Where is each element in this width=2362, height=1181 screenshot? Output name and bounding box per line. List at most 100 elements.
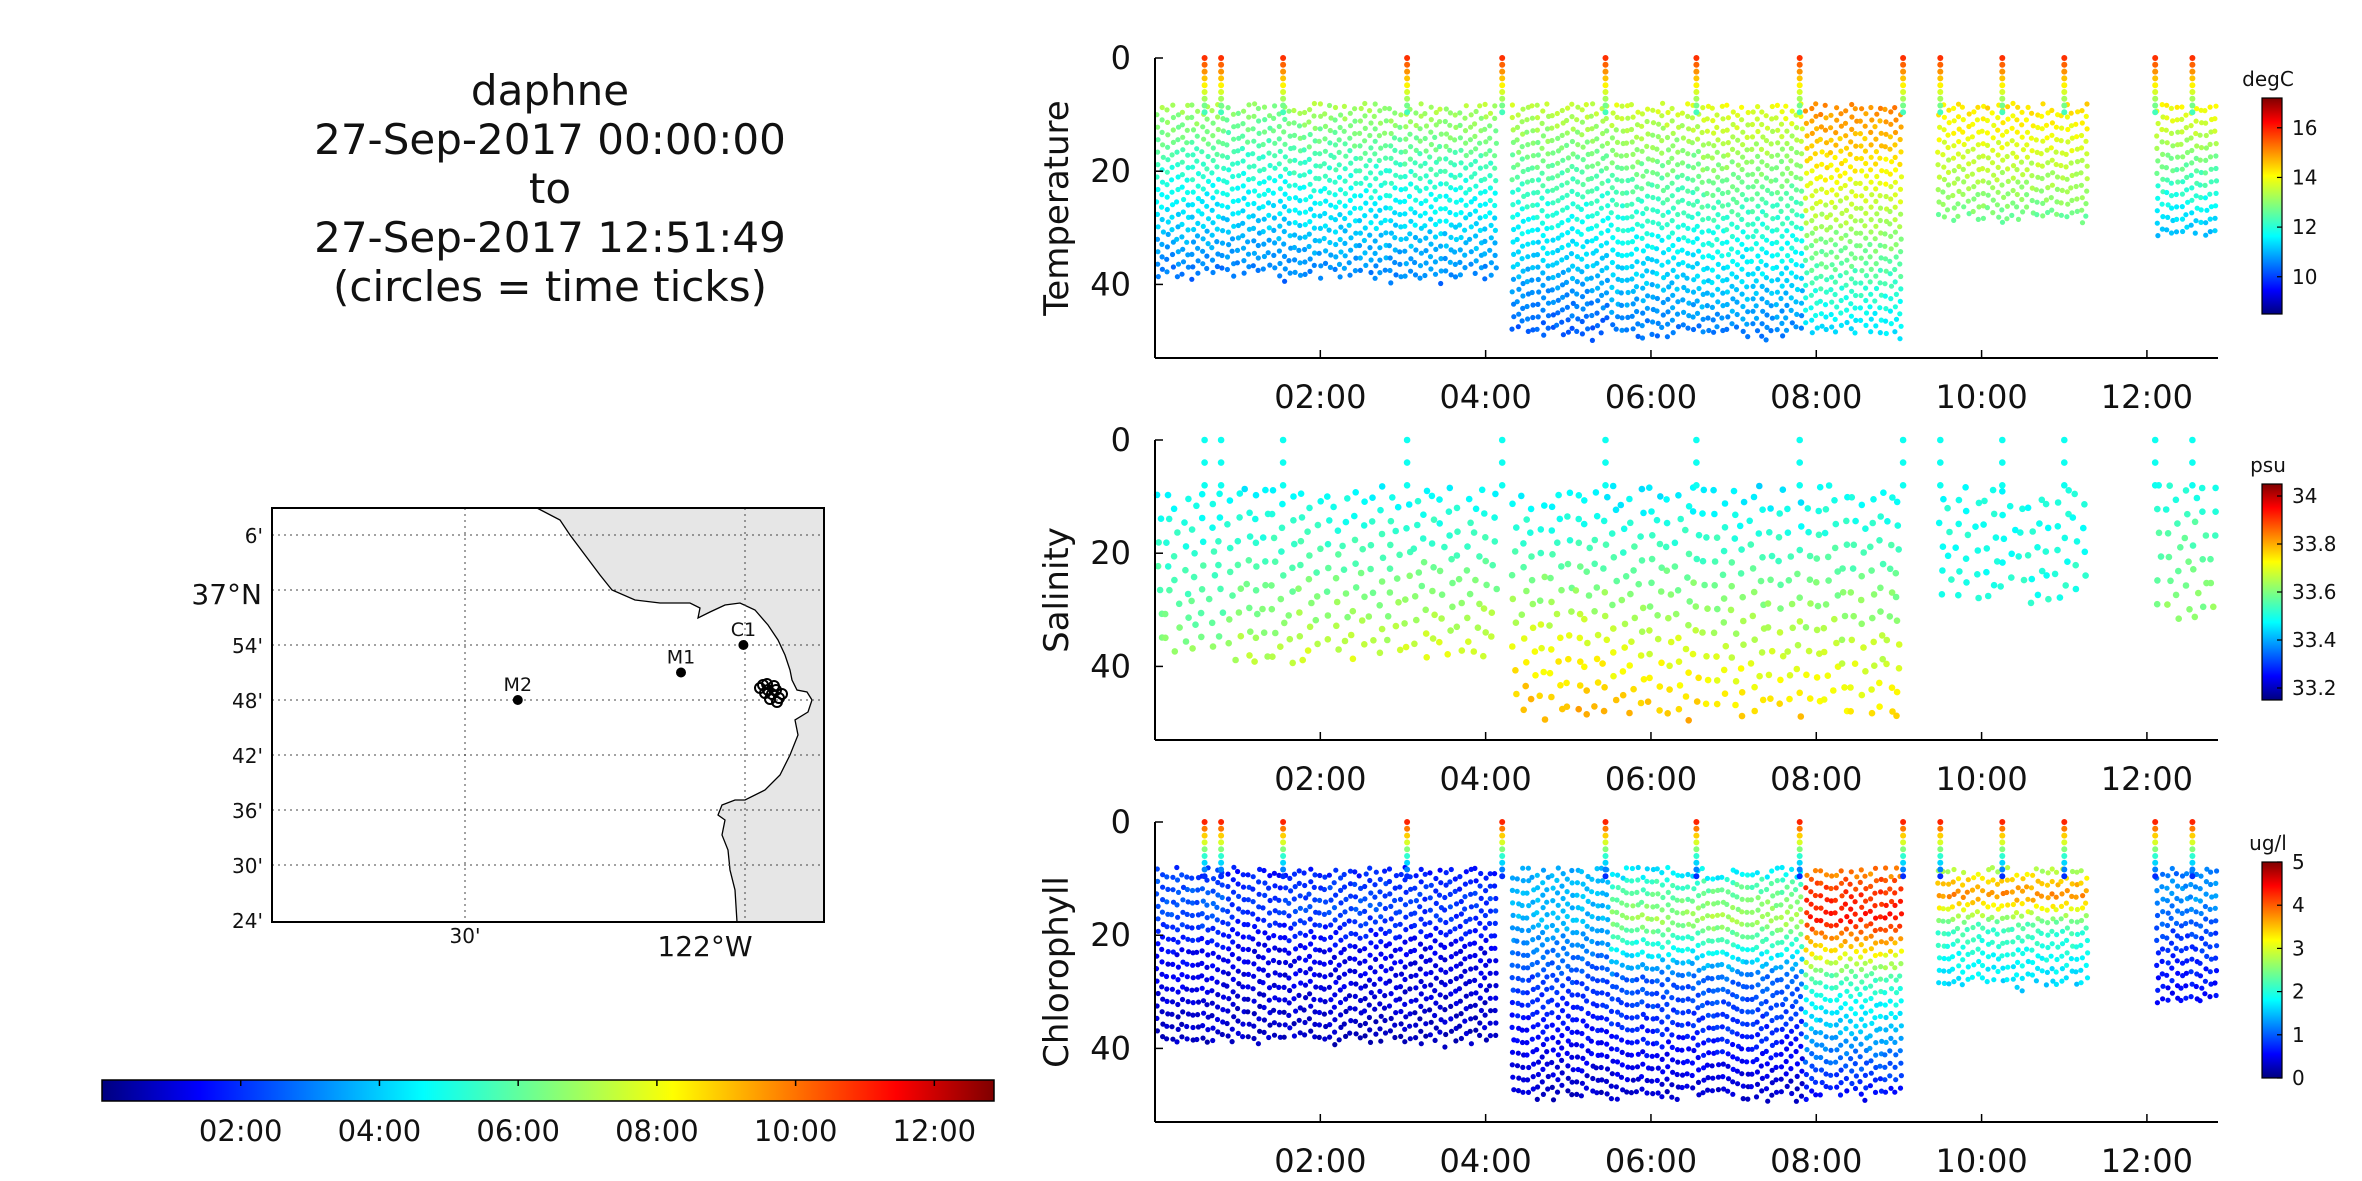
profile-point: [1815, 531, 1823, 539]
profile-point: [1798, 250, 1805, 256]
profile-point: [1442, 982, 1448, 988]
profile-point: [1809, 255, 1815, 261]
profile-point: [1706, 178, 1712, 184]
profile-point: [1601, 612, 1609, 620]
profile-point: [2193, 155, 2199, 161]
profile-point: [1342, 203, 1348, 209]
profile-point: [1417, 263, 1424, 269]
profile-point: [1312, 150, 1318, 156]
profile-point: [1220, 907, 1226, 913]
profile-point: [1174, 274, 1180, 280]
profile-point: [1312, 250, 1318, 256]
profile-point: [1893, 316, 1900, 322]
profile-point: [1898, 273, 1904, 280]
profile-point: [1669, 193, 1675, 199]
profile-point: [1769, 166, 1775, 172]
profile-point: [1759, 554, 1766, 561]
profile-point: [1453, 236, 1459, 243]
profile-point: [1467, 1003, 1474, 1010]
profile-point: [1195, 183, 1201, 189]
profile-point: [1477, 103, 1483, 109]
profile-point: [1408, 998, 1414, 1004]
profile-point: [1660, 100, 1666, 106]
profile-point: [2044, 135, 2050, 141]
profile-point: [1858, 280, 1864, 286]
profile-point: [1174, 952, 1180, 958]
profile-point: [1897, 224, 1903, 230]
profile-point: [1825, 482, 1833, 489]
profile-point: [1175, 1014, 1181, 1020]
profile-point: [1710, 118, 1716, 124]
profile-point: [1839, 589, 1847, 596]
profile-point: [1579, 119, 1585, 125]
profile-point: [1627, 590, 1634, 598]
profile-point: [1643, 206, 1650, 212]
profile-point: [1529, 177, 1535, 184]
profile-point: [1291, 983, 1297, 989]
profile-point: [2154, 170, 2160, 176]
profile-point: [1525, 266, 1531, 272]
profile-point: [1467, 1028, 1473, 1034]
profile-point: [1809, 280, 1815, 286]
profile-point: [1468, 1041, 1474, 1047]
profile-point: [1297, 537, 1305, 545]
profile-point: [1685, 669, 1692, 676]
profile-point: [1877, 280, 1883, 286]
profile-point: [1317, 101, 1323, 107]
profile-point: [1362, 996, 1368, 1002]
profile-point: [1303, 970, 1309, 976]
profile-point: [1695, 531, 1703, 539]
profile-point: [1290, 517, 1297, 524]
profile-point: [1608, 530, 1616, 537]
profile-point: [1589, 238, 1595, 244]
profile-point: [1195, 270, 1201, 276]
profile-point: [1307, 219, 1313, 225]
profile-point: [2039, 175, 2045, 182]
profile-point: [1796, 594, 1803, 601]
profile-point: [1386, 243, 1392, 249]
profile-point: [1710, 486, 1717, 494]
profile-point: [1251, 1035, 1257, 1042]
surface-point: [1499, 89, 1506, 95]
profile-point: [1586, 544, 1593, 552]
profile-point: [1547, 574, 1554, 582]
surface-point: [1999, 55, 2006, 61]
profile-point: [1452, 174, 1458, 180]
profile-point: [2084, 163, 2090, 169]
profile-point: [1306, 552, 1313, 559]
profile-point: [1830, 687, 1837, 694]
profile-point: [1966, 111, 1972, 117]
profile-point: [1210, 888, 1216, 894]
profile-point: [1514, 299, 1520, 305]
profile-point: [1159, 192, 1165, 198]
profile-point: [1779, 486, 1787, 494]
profile-point: [1209, 232, 1215, 238]
profile-point: [1868, 129, 1874, 135]
profile-point: [1200, 998, 1207, 1004]
profile-point: [1813, 626, 1821, 634]
profile-point: [1215, 214, 1222, 220]
profile-point: [2167, 577, 2174, 585]
profile-point: [1209, 938, 1215, 944]
profile-point: [1720, 303, 1726, 309]
profile-point: [1368, 990, 1374, 996]
profile-point: [1670, 205, 1676, 211]
profile-point: [1784, 140, 1790, 147]
profile-point: [1759, 209, 1766, 215]
x-tick-label: 06:00: [1605, 760, 1697, 798]
profile-point: [1413, 122, 1419, 129]
profile-point: [1235, 210, 1241, 216]
profile-point: [1823, 326, 1829, 333]
profile-point: [1666, 284, 1672, 290]
profile-point: [1277, 885, 1283, 891]
profile-point: [2029, 110, 2035, 116]
profile-point: [1317, 126, 1323, 132]
profile-point: [1842, 245, 1848, 251]
profile-point: [1180, 884, 1187, 891]
profile-point: [1877, 305, 1883, 311]
profile-point: [1550, 187, 1556, 193]
profile-point: [1819, 161, 1825, 167]
profile-point: [1565, 632, 1573, 639]
profile-point: [1838, 660, 1846, 667]
profile-point: [1799, 151, 1805, 157]
